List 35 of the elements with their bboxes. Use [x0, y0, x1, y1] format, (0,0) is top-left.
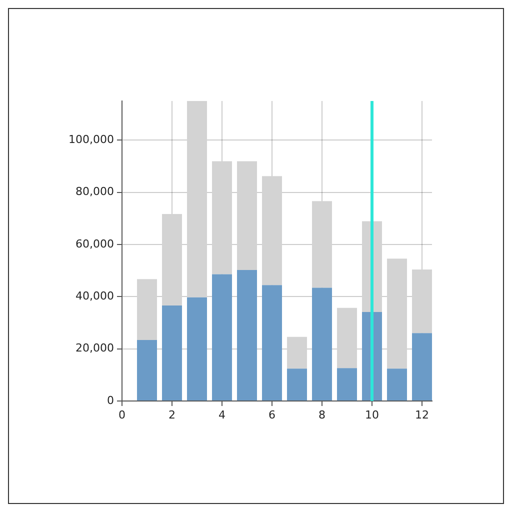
bar [337, 308, 357, 368]
x-tick-label: 2 [168, 408, 176, 422]
x-tick-label: 10 [365, 408, 379, 422]
bar [187, 101, 207, 298]
bar [287, 336, 307, 369]
bar [212, 274, 232, 400]
bar [162, 214, 182, 306]
bar [137, 279, 157, 340]
bar [337, 368, 357, 400]
bar [212, 161, 232, 274]
x-tick-label: 12 [415, 408, 429, 422]
y-tick-label: 80,000 [76, 185, 114, 198]
bar [137, 340, 157, 400]
bar [312, 201, 332, 288]
bar [237, 270, 257, 400]
x-tick-label: 6 [268, 408, 276, 422]
y-tick-label: 0 [107, 394, 114, 407]
y-tick-label: 20,000 [76, 342, 114, 355]
bar [387, 368, 407, 400]
bar [237, 161, 257, 270]
bar [312, 288, 332, 400]
bar [187, 297, 207, 400]
bar [412, 333, 432, 400]
y-tick-label: 40,000 [76, 290, 114, 303]
x-tick-label: 0 [118, 408, 126, 422]
y-tick-label: 100,000 [68, 132, 114, 146]
bar [262, 285, 282, 400]
bar [412, 270, 432, 334]
x-tick-label: 4 [218, 408, 226, 422]
bar [387, 258, 407, 369]
bar [287, 368, 307, 400]
y-tick-label: 60,000 [76, 237, 114, 250]
x-tick-label: 8 [318, 408, 326, 422]
bar [262, 176, 282, 286]
bar [162, 306, 182, 400]
